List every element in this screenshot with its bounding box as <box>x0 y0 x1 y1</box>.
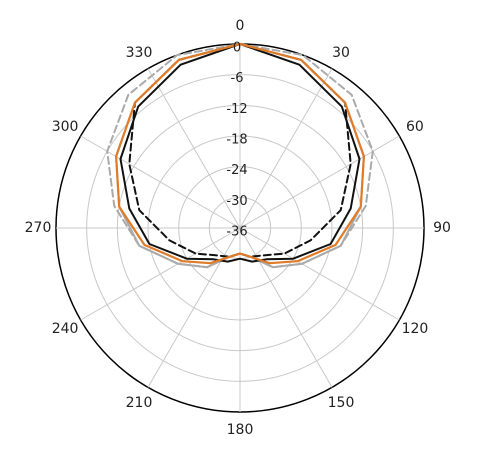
grid-spoke <box>147 68 241 229</box>
angle-tick-label: 150 <box>328 395 355 411</box>
angle-tick-label: 90 <box>433 220 451 236</box>
grid-spoke <box>147 227 241 388</box>
angle-tick-label: 270 <box>25 220 52 236</box>
radial-tick-label: -18 <box>226 133 247 148</box>
grid-spoke <box>239 135 400 229</box>
angle-tick-label: 300 <box>52 119 79 135</box>
radial-tick-label: 0 <box>233 41 241 56</box>
angle-tick-label: 210 <box>126 395 153 411</box>
polar-grid <box>55 43 425 413</box>
grid-spoke <box>239 227 400 321</box>
angle-tick-label: 180 <box>227 422 254 438</box>
grid-spoke <box>239 68 333 229</box>
series-line <box>115 42 365 265</box>
radial-tick-label: -12 <box>226 102 247 117</box>
series-line <box>119 43 361 263</box>
series-layer <box>106 42 374 269</box>
radial-tick-label: -30 <box>226 194 247 209</box>
radial-tick-label: -24 <box>226 163 247 178</box>
radial-tick-label: -36 <box>226 225 247 240</box>
angle-tick-label: 120 <box>402 321 429 337</box>
grid-spoke <box>239 227 333 388</box>
radial-tick-label: -6 <box>231 71 244 86</box>
series-line <box>128 43 352 258</box>
grid-spoke <box>80 227 241 321</box>
angle-tick-label: 240 <box>52 321 79 337</box>
angle-tick-label: 330 <box>126 45 153 61</box>
angle-tick-label: 30 <box>332 45 350 61</box>
grid-spoke <box>80 135 241 229</box>
angle-tick-label: 60 <box>406 119 424 135</box>
angle-tick-label: 0 <box>236 18 245 34</box>
tick-labels: 0 30 60 90 120 150 180 210 240 270 300 330 0 -6 -12 -18… <box>25 18 451 438</box>
